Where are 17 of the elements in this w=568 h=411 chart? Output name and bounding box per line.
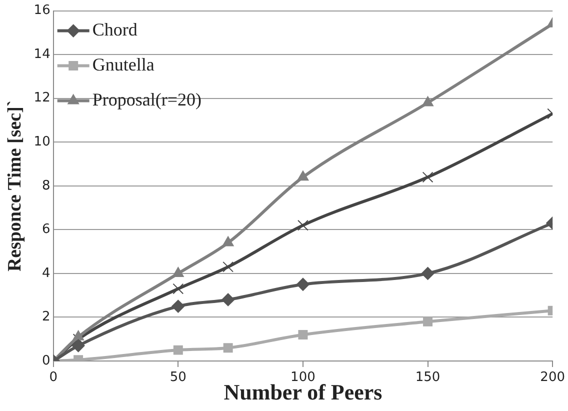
x-tick-label: 200 [540,370,566,386]
y-tick-label: 16 [34,3,50,18]
legend-label: Proposal(r=20) [92,90,202,110]
y-tick-label: 4 [42,266,50,281]
legend-label: Chord [92,20,138,40]
y-tick-label: 10 [34,134,50,150]
y-tick-label: 12 [34,90,50,106]
y-tick-label: 8 [42,178,50,194]
legend-label: Gnutella [92,54,154,75]
y-tick-label: 2 [42,310,50,325]
y-tick-label: 0 [42,353,50,368]
y-tick-label: 14 [34,46,50,62]
x-tick-label: 150 [415,370,440,386]
y-tick-label: 6 [42,222,50,238]
x-tick-label: 100 [290,370,316,386]
y-axis-title: Responce Time [sec]` [4,100,26,272]
x-tick-label: 50 [170,370,186,386]
